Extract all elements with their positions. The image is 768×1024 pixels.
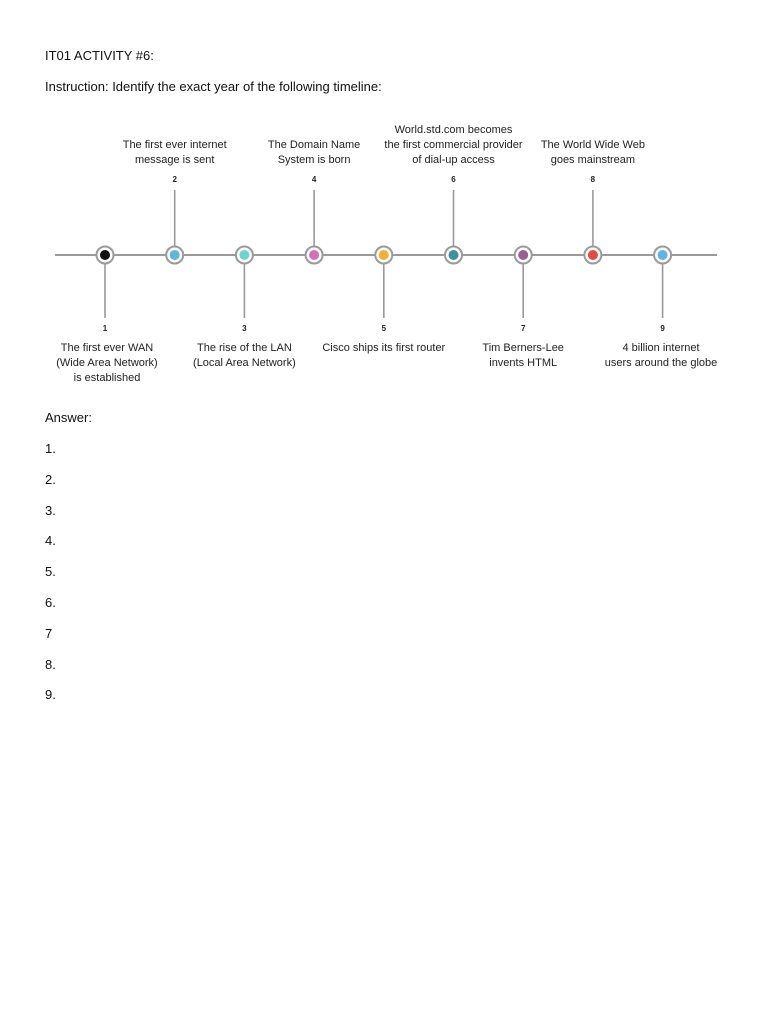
instruction-text: Instruction: Identify the exact year of …: [45, 79, 382, 94]
answer-heading: Answer:: [45, 410, 92, 425]
activity-title: IT01 ACTIVITY #6:: [45, 48, 154, 63]
timeline-dot-ring-6: [444, 245, 463, 265]
timeline-dot-ring-5: [374, 245, 394, 265]
timeline-label-8: The World Wide Web goes mainstream: [540, 139, 645, 166]
answer-item-4: 4.: [45, 533, 56, 549]
answer-item-6: 6.: [45, 594, 56, 610]
timeline-dot-7: [518, 250, 529, 260]
timeline-label-2: The first ever internet message is sent: [122, 139, 227, 166]
answer-item-5: 5.: [45, 564, 56, 580]
timeline-number-6: 6: [451, 175, 456, 184]
timeline-number-8: 8: [590, 175, 596, 184]
timeline-number-1: 1: [102, 324, 108, 333]
answer-item-9: 9.: [45, 687, 56, 703]
timeline-dot-4: [309, 250, 320, 260]
answer-item-2: 2.: [45, 471, 56, 487]
answer-item-8: 8.: [45, 656, 56, 672]
timeline-dot-ring-3: [234, 245, 254, 265]
answer-item-1: 1.: [45, 441, 56, 456]
timeline-dot-3: [239, 250, 250, 260]
timeline-number-2: 2: [172, 175, 177, 184]
timeline-number-5: 5: [381, 324, 387, 333]
timeline-dot-5: [378, 250, 389, 260]
timeline-number-9: 9: [660, 324, 665, 333]
timeline-number-3: 3: [242, 324, 247, 333]
timeline-dot-2: [169, 250, 180, 260]
timeline-label-5: Cisco ships its first router: [322, 342, 446, 354]
timeline-label-1: The first ever WAN (Wide Area Network) i…: [56, 342, 158, 384]
timeline-dot-1: [100, 250, 110, 260]
timeline-label-7: Tim Berners-Lee invents HTML: [482, 342, 564, 369]
timeline-dot-6: [448, 250, 459, 260]
answer-item-3: 3.: [45, 502, 56, 518]
timeline-number-4: 4: [311, 175, 317, 184]
answer-list: 1. 2. 3. 4. 5. 6. 7 8. 9.: [45, 441, 56, 718]
timeline-number-7: 7: [520, 324, 526, 333]
timeline-dot-ring-7: [513, 245, 533, 265]
timeline-dot-ring-8: [583, 245, 603, 265]
timeline-dot-ring-2: [165, 245, 185, 265]
timeline-label-9: 4 billion internet users around the glob…: [604, 342, 718, 369]
timeline-dot-ring-4: [304, 245, 324, 265]
timeline-label-4: The Domain Name System is born: [267, 139, 361, 166]
timeline-label-6: World.std.com becomes the first commerci…: [384, 124, 523, 166]
timeline-label-3: The rise of the LAN (Local Area Network): [193, 342, 296, 369]
timeline-dot-9: [657, 250, 668, 260]
timeline-dot-ring-1: [95, 245, 115, 265]
timeline-dot-8: [587, 250, 598, 260]
timeline-dot-ring-9: [653, 245, 673, 265]
answer-item-7: 7: [45, 625, 53, 641]
